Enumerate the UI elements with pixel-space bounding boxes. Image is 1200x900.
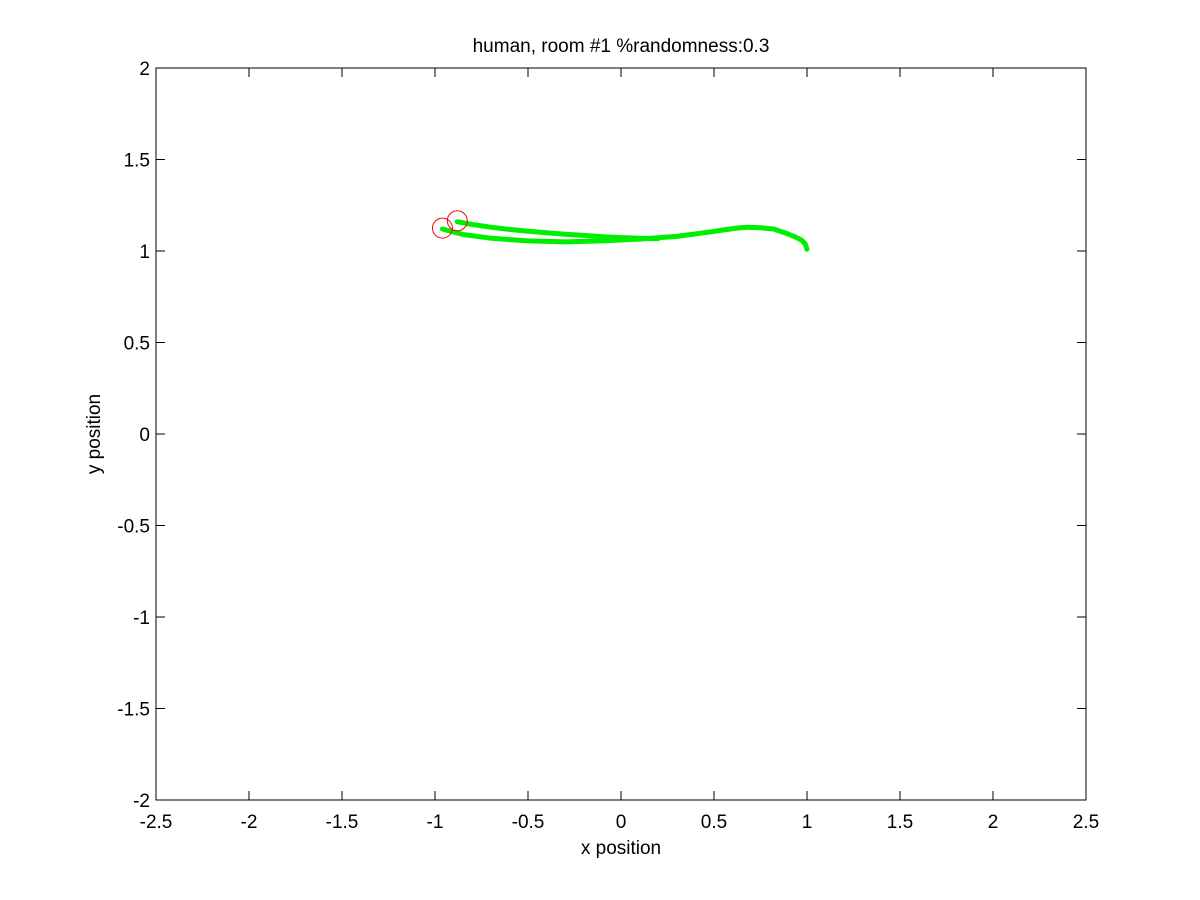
start-marker-1: [431, 217, 453, 239]
y-tick-label: 1: [139, 242, 150, 263]
x-tick-label: -2: [241, 812, 258, 833]
x-tick-label: -1: [427, 812, 444, 833]
y-tick-label: -0.5: [117, 517, 150, 538]
x-tick-label: 1.5: [887, 812, 913, 833]
x-tick-label: 0: [616, 812, 627, 833]
y-tick-label: 0: [139, 425, 150, 446]
y-tick-label: 2: [139, 59, 150, 80]
x-axis-label: x position: [581, 838, 661, 859]
start-marker-2: [446, 210, 468, 232]
x-tick-label: 0.5: [701, 812, 727, 833]
y-tick-label: -1: [133, 608, 150, 629]
x-tick-label: 2.5: [1073, 812, 1099, 833]
x-tick-label: -2.5: [140, 812, 173, 833]
x-tick-label: -0.5: [512, 812, 545, 833]
y-tick-label: 1.5: [124, 151, 150, 172]
y-tick-label: -1.5: [117, 700, 150, 721]
y-axis-ticks: -2 -1.5 -1 -0.5 0 0.5 1 1.5 2: [117, 59, 1086, 812]
x-tick-label: -1.5: [326, 812, 359, 833]
chart-title: human, room #1 %randomness:0.3: [473, 36, 770, 57]
trajectory-line-2: [454, 219, 661, 242]
marker-layer: [431, 210, 468, 239]
y-tick-label: 0.5: [124, 334, 150, 355]
plot-area: [155, 67, 1087, 801]
series-layer: [439, 219, 810, 252]
x-tick-label: 2: [988, 812, 999, 833]
axes-frame: [155, 67, 1087, 801]
trajectory-line-1: [439, 224, 810, 252]
x-axis-ticks: -2.5 -2 -1.5 -1 -0.5 0 0.5 1 1.5 2 2.5: [140, 68, 1099, 833]
x-tick-label: 1: [802, 812, 813, 833]
y-axis-label: y position: [84, 394, 105, 474]
y-tick-label: -2: [133, 791, 150, 812]
